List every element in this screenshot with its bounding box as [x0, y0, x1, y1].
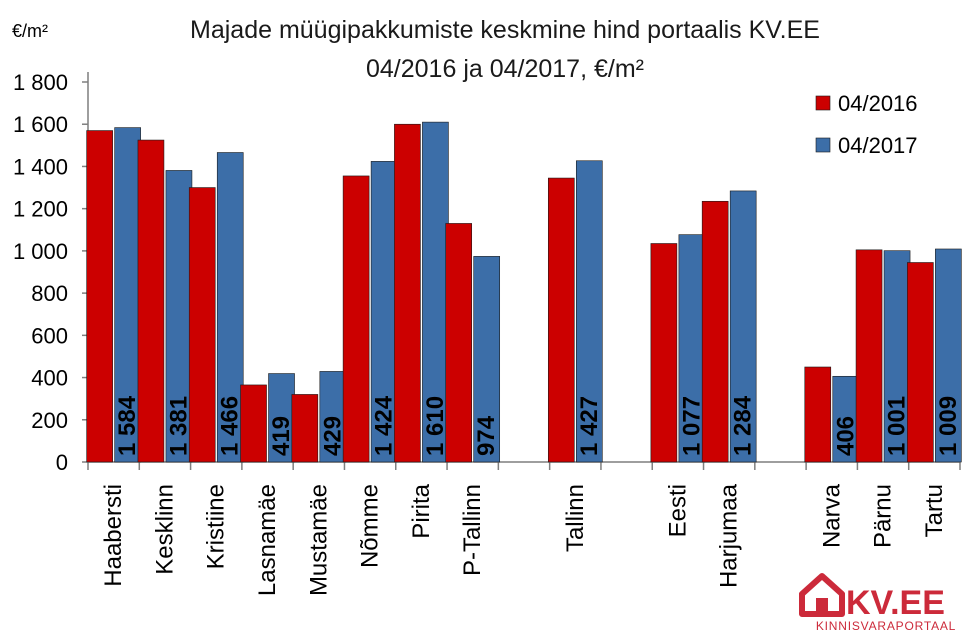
y-tick-label: 1 600: [13, 112, 68, 137]
y-tick-label: 0: [56, 450, 68, 475]
bar-04-2017: [729, 190, 757, 463]
data-label: 1 284: [730, 395, 757, 456]
bar-04-2017: [575, 160, 603, 463]
bar-04-2017: [268, 373, 295, 463]
x-category-label: Narva: [818, 483, 845, 548]
bar-04-2016: [650, 243, 678, 463]
data-label: 1 466: [217, 396, 244, 456]
data-label: 1 427: [576, 396, 603, 456]
x-category-label: Nõmme: [357, 484, 384, 568]
bar-04-2016: [445, 223, 473, 463]
bars: [86, 121, 962, 463]
logo-text: KV.EE: [846, 584, 945, 622]
x-category-label: Mustamäe: [305, 484, 332, 596]
y-tick-label: 200: [31, 408, 68, 433]
bar-04-2017: [216, 152, 244, 463]
x-category-label: Pirita: [408, 483, 435, 538]
data-label: 406: [832, 416, 859, 456]
bar-04-2016: [547, 177, 575, 463]
x-category-label: Harjumaa: [716, 483, 743, 588]
bar-04-2016: [137, 139, 165, 463]
bar-04-2017: [114, 127, 141, 463]
legend-label: 04/2017: [838, 133, 918, 158]
x-category-label: P-Tallinn: [459, 484, 486, 576]
bar-04-2016: [188, 187, 216, 463]
y-axis-unit: €/m²: [12, 21, 48, 41]
bar-04-2017: [165, 170, 193, 463]
chart-subtitle: 04/2016 ja 04/2017, €/m²: [366, 55, 644, 83]
kv-ee-logo: KV.EE KINNISVARAPORTAAL: [799, 573, 956, 633]
house-icon: [799, 573, 845, 617]
axes: 0 200 400 600 800 1 000 1 200 1 400 1 600 1 800 Ha…: [13, 70, 961, 596]
legend-swatch: [815, 95, 831, 111]
data-label: 1 001: [884, 396, 911, 456]
x-category-label: Tartu: [921, 484, 948, 537]
x-category-label: Pärnu: [870, 484, 897, 548]
bar-04-2016: [855, 249, 883, 463]
x-category-label: Kesklinn: [151, 484, 178, 575]
logo-subtitle: KINNISVARAPORTAAL: [816, 619, 956, 633]
y-tick-label: 400: [31, 366, 68, 391]
y-tick-label: 1 200: [13, 197, 68, 222]
x-category-label: Eesti: [664, 484, 691, 537]
y-tick-label: 1 000: [13, 239, 68, 264]
bar-04-2016: [342, 175, 370, 463]
labels: 1 584 1 381 1 466 419 429 1 424 1 610 974 1 427 1…: [114, 395, 962, 456]
x-category-label: Tallinn: [562, 484, 589, 552]
data-label: 419: [268, 416, 295, 456]
legend-swatch: [815, 137, 831, 153]
data-label: 1 424: [371, 395, 398, 456]
chart-title: Majade müügipakkumiste keskmine hind por…: [190, 16, 820, 44]
x-category-label: Lasnamäe: [254, 484, 281, 596]
bar-04-2017: [370, 161, 398, 463]
bar-04-2017: [319, 371, 347, 463]
y-tick-label: 600: [31, 323, 68, 348]
bar-04-2017: [473, 256, 501, 463]
bar-04-2016: [240, 384, 267, 463]
data-label: 1 381: [165, 396, 192, 456]
bar-04-2016: [394, 123, 421, 463]
data-label: 1 610: [422, 396, 449, 456]
bar-04-2017: [832, 375, 860, 463]
y-tick-label: 800: [31, 281, 68, 306]
bar-04-2016: [804, 366, 832, 463]
data-label: 974: [473, 415, 500, 456]
bar-04-2016: [291, 394, 319, 463]
data-label: 429: [319, 416, 346, 456]
legend-label: 04/2016: [838, 91, 918, 116]
x-category-label: Haabersti: [100, 484, 127, 587]
bar-04-2016: [701, 200, 729, 463]
data-label: 1 009: [935, 396, 962, 456]
legend: 04/2016 04/2017: [815, 91, 918, 158]
data-label: 1 584: [114, 395, 141, 456]
bar-04-2017: [935, 248, 962, 463]
y-tick-label: 1 800: [13, 70, 68, 95]
bar-04-2016: [907, 262, 934, 463]
bar-04-2017: [883, 250, 911, 463]
y-tick-label: 1 400: [13, 154, 68, 179]
bar-04-2016: [86, 130, 113, 463]
bar-04-2017: [422, 121, 449, 463]
data-label: 1 077: [678, 396, 705, 456]
x-category-label: Kristiine: [203, 484, 230, 569]
